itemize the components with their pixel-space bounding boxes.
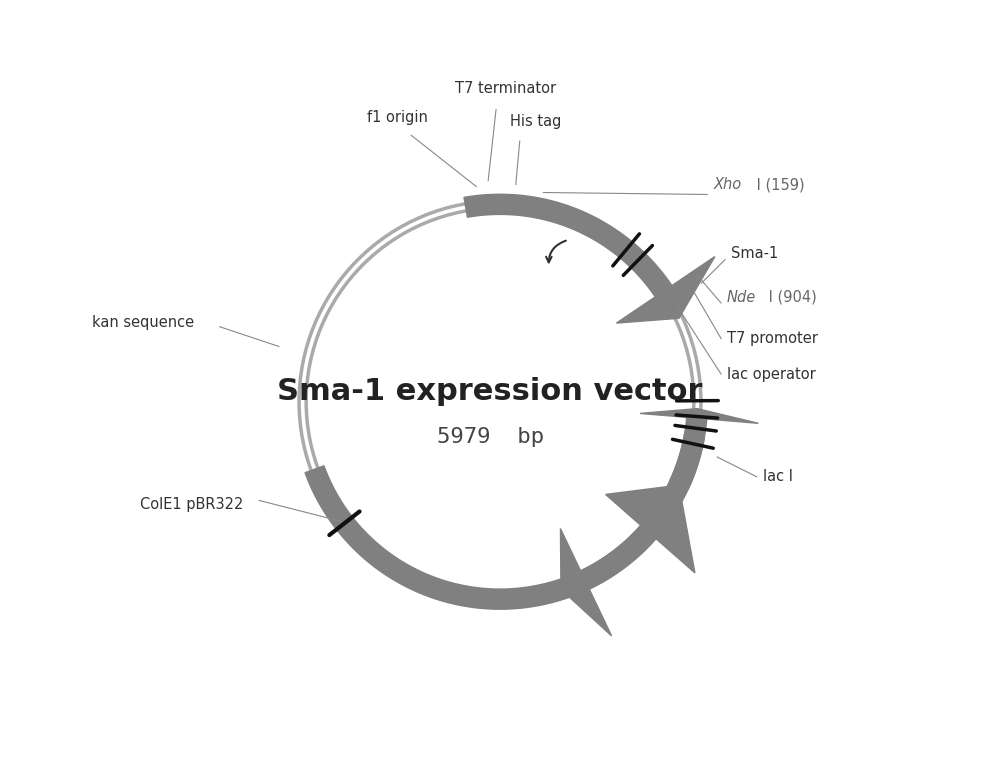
Polygon shape bbox=[560, 434, 704, 636]
Text: 5979  bp: 5979 bp bbox=[437, 427, 544, 447]
Text: lac I: lac I bbox=[763, 469, 793, 484]
Polygon shape bbox=[640, 409, 758, 490]
Text: I (159): I (159) bbox=[752, 177, 804, 192]
Text: Xho: Xho bbox=[713, 177, 741, 192]
Text: T7 terminator: T7 terminator bbox=[455, 81, 556, 96]
Text: kan sequence: kan sequence bbox=[92, 316, 194, 330]
Text: f1 origin: f1 origin bbox=[367, 110, 428, 125]
Text: His tag: His tag bbox=[510, 115, 561, 129]
Text: ColE1 pBR322: ColE1 pBR322 bbox=[140, 497, 243, 512]
Polygon shape bbox=[464, 194, 715, 323]
Text: I (904): I (904) bbox=[764, 290, 816, 305]
Text: Sma-1: Sma-1 bbox=[731, 246, 778, 261]
Text: lac operator: lac operator bbox=[727, 367, 816, 381]
Text: T7 promoter: T7 promoter bbox=[727, 331, 818, 346]
Polygon shape bbox=[305, 466, 695, 609]
Text: Nde: Nde bbox=[727, 290, 756, 305]
Text: Sma-1 expression vector: Sma-1 expression vector bbox=[277, 377, 703, 406]
